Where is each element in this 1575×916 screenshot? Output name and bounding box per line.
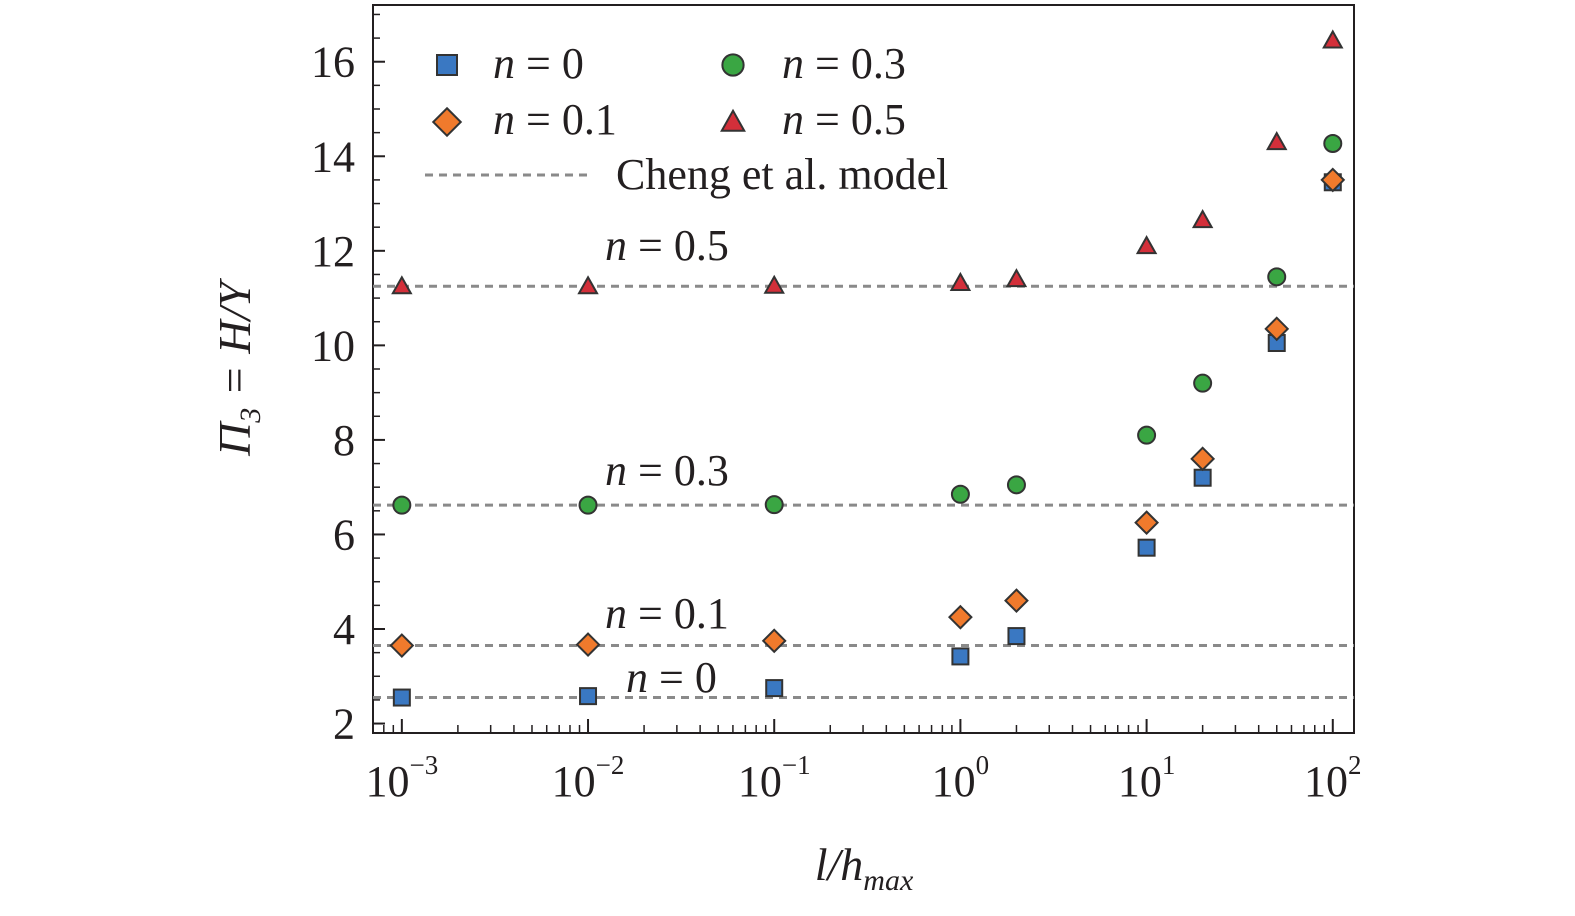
data-point-triangle — [949, 271, 972, 291]
x-tick-label: 10−2 — [552, 750, 625, 806]
data-point-triangle — [1005, 268, 1028, 288]
legend-label: n = 0 — [493, 39, 584, 88]
x-tick-label: 101 — [1118, 750, 1176, 806]
data-point-diamond — [947, 604, 973, 630]
data-point-square — [1193, 468, 1212, 487]
data-point-circle — [392, 495, 412, 515]
data-point-square — [765, 679, 784, 698]
y-tick-label: 10 — [311, 321, 355, 370]
y-tick-label: 14 — [311, 132, 355, 181]
data-point-circle — [1193, 373, 1213, 393]
model-annotation: n = 0.3 — [605, 446, 729, 495]
x-tick-label: 102 — [1304, 750, 1362, 806]
data-point-diamond — [1320, 167, 1346, 193]
data-point-circle — [764, 495, 784, 515]
data-point-circle — [950, 484, 970, 504]
data-point-triangle — [1266, 131, 1288, 151]
plot-area — [372, 4, 1355, 734]
data-points — [389, 29, 1346, 707]
model-annotation: n = 0.5 — [605, 221, 729, 270]
model-annotations: n = 0 n = 0.1 n = 0.3 n = 0.5 — [605, 221, 729, 702]
data-point-diamond — [1264, 316, 1290, 342]
data-point-triangle — [1322, 29, 1344, 49]
legend-marker-circle — [721, 53, 745, 77]
x-tick-label: 100 — [932, 750, 990, 806]
data-point-square — [1007, 627, 1026, 646]
y-axis-title: Π3 = H/Y — [209, 278, 267, 457]
data-point-circle — [1006, 475, 1026, 495]
y-tick-label: 4 — [333, 605, 355, 654]
data-point-diamond — [1004, 588, 1029, 614]
y-tick-label: 2 — [333, 700, 355, 749]
x-tick-label: 10−1 — [738, 750, 811, 806]
data-point-circle — [1267, 267, 1287, 287]
data-point-square — [1137, 538, 1156, 557]
data-point-triangle — [577, 275, 599, 295]
y-axis: 2 4 6 8 10 12 14 16 — [311, 13, 385, 749]
legend-marker-triangle — [720, 108, 746, 132]
legend-label: n = 0.1 — [493, 95, 617, 144]
data-point-diamond — [1134, 510, 1160, 536]
legend-marker-diamond — [431, 106, 463, 138]
data-point-triangle — [763, 274, 785, 294]
legend-marker-square — [436, 54, 458, 76]
y-tick-label: 12 — [311, 227, 355, 276]
x-axis: 10−3 10−2 10−1 100 101 102 — [365, 719, 1362, 806]
data-point-circle — [578, 495, 598, 515]
model-annotation: n = 0.1 — [605, 589, 729, 638]
data-point-diamond — [575, 632, 601, 658]
legend-model-label: Cheng et al. model — [616, 150, 948, 199]
legend-label: n = 0.5 — [782, 95, 906, 144]
y-tick-label: 6 — [333, 510, 355, 559]
data-point-square — [579, 687, 598, 706]
y-tick-label: 8 — [333, 416, 355, 465]
x-tick-label: 10−3 — [365, 750, 438, 806]
data-point-diamond — [389, 633, 415, 658]
data-point-triangle — [1135, 235, 1158, 255]
data-point-diamond — [1190, 446, 1216, 472]
data-point-diamond — [761, 628, 787, 654]
data-point-triangle — [1191, 209, 1214, 229]
data-point-square — [392, 688, 411, 707]
y-tick-label: 16 — [311, 38, 355, 87]
data-point-square — [951, 647, 970, 666]
legend-label: n = 0.3 — [782, 39, 906, 88]
x-axis-title: l/hmax — [815, 839, 914, 897]
model-annotation: n = 0 — [626, 653, 717, 702]
data-point-circle — [1137, 425, 1157, 445]
data-point-triangle — [391, 275, 413, 295]
data-point-circle — [1323, 134, 1343, 154]
legend: n = 0 n = 0.1 n = 0.3 n = 0.5 Cheng et al. m… — [425, 39, 948, 199]
model-lines — [373, 284, 1354, 700]
